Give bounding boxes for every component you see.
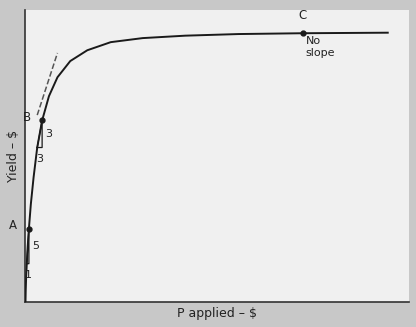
Text: A: A [10, 219, 17, 232]
Text: 3: 3 [36, 154, 43, 164]
Text: C: C [298, 9, 307, 22]
X-axis label: P applied – $: P applied – $ [177, 307, 257, 320]
Y-axis label: Yield – $: Yield – $ [7, 129, 20, 182]
Text: 3: 3 [45, 129, 52, 139]
Text: 1: 1 [25, 270, 31, 280]
Text: B: B [22, 111, 31, 124]
Text: No
slope: No slope [306, 36, 335, 58]
Text: 5: 5 [32, 241, 39, 251]
